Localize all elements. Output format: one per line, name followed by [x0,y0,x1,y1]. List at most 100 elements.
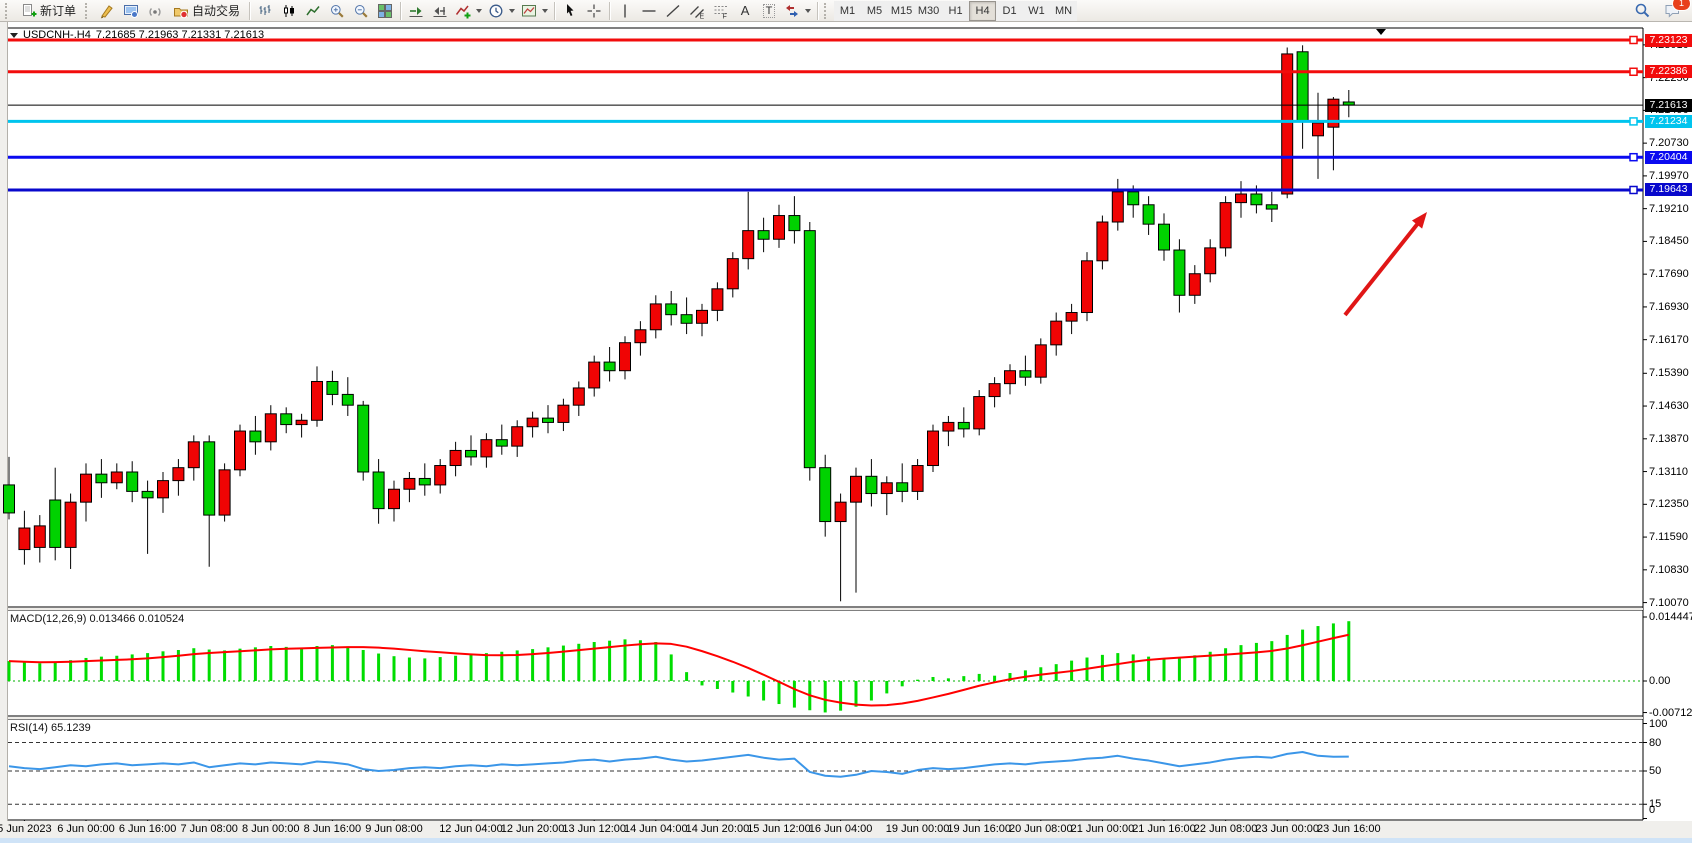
chart-shift-icon [432,3,448,19]
autotrading-button[interactable]: 自动交易 [167,1,246,21]
crosshair-icon [586,3,602,19]
autotrading-label: 自动交易 [192,4,241,18]
zoom-in-button[interactable] [325,1,349,21]
toolbar-separator [400,1,402,20]
timeframe-button-W1[interactable]: W1 [1023,0,1051,21]
timeframe-button-M5[interactable]: M5 [861,0,889,21]
candle-body [1219,202,1232,249]
candle-body [1158,223,1170,251]
candle-body [49,499,62,548]
candle-body [1235,193,1247,204]
candle-body [480,439,493,458]
candlestick-mode-button[interactable] [277,1,301,21]
rsi-label: RSI(14) 65.1239 [10,722,91,734]
chart-shift-button[interactable] [428,1,452,21]
label-tool-icon: T [762,3,776,18]
candle-body [141,490,154,499]
candle-body [64,501,77,548]
panel-separator [8,717,1643,719]
periods-button[interactable] [485,1,518,21]
timeframe-button-MN[interactable]: MN [1050,0,1078,21]
zoom-in-icon [329,3,345,19]
bar-chart-mode-button[interactable] [253,1,277,21]
new-order-button[interactable]: 新订单 [15,1,82,21]
trendline-icon [665,3,681,19]
terminal-button[interactable] [119,1,143,21]
toolbar-separator [554,1,556,20]
candle-body [418,477,431,486]
candle-body [619,342,631,372]
candle-body [3,484,15,514]
timeframe-button-H1[interactable]: H1 [942,0,970,21]
search-button[interactable] [1630,1,1654,21]
candle-body [834,501,847,523]
zoom-out-icon [353,3,369,19]
window-frame [0,22,8,843]
panel-separator [8,608,1643,610]
signals-button[interactable] [143,1,167,21]
candle-body [1204,247,1217,275]
auto-scroll-icon [408,3,424,19]
toolbar-drag-handle[interactable] [824,2,831,19]
toolbar-drag-handle[interactable] [5,2,12,19]
candle-body [80,473,92,503]
candle-body [218,469,231,516]
label-tool-button[interactable]: T [757,1,781,21]
zoom-out-button[interactable] [349,1,373,21]
arrow-annotation [1343,220,1422,317]
candle-body [449,449,462,467]
candle-body [1188,273,1201,296]
candle-body [511,426,524,447]
auto-scroll-button[interactable] [404,1,428,21]
timeframe-button-M30[interactable]: M30 [915,0,943,21]
templates-button[interactable] [518,1,551,21]
candle-body [696,309,708,324]
horizontal-line-tool-button[interactable] [637,1,661,21]
candle-body [896,482,909,492]
svg-text:F: F [723,13,727,19]
candlestick-icon [281,3,297,19]
timeframe-button-M15[interactable]: M15 [888,0,916,21]
candle-body [126,471,139,492]
line-handle-marker [1629,117,1638,126]
trendline-tool-button[interactable] [661,1,685,21]
vertical-line-tool-button[interactable] [613,1,637,21]
candle-body [1265,204,1278,210]
candle-body [264,413,277,443]
styler-button[interactable] [95,1,119,21]
candle-body [280,413,293,426]
candle-body [803,230,816,469]
tile-windows-button[interactable] [373,1,397,21]
clock-icon [488,3,504,19]
candle-body [788,215,801,232]
candle-body [1111,191,1124,223]
text-tool-button[interactable]: A [733,1,757,21]
candle-body [649,303,662,331]
timeframe-button-M1[interactable]: M1 [834,0,862,21]
horizontal-line-icon [641,3,657,19]
channel-tool-button[interactable]: E [685,1,709,21]
candle-body [465,449,477,458]
cursor-tool-button[interactable] [558,1,582,21]
indicators-button[interactable] [452,1,485,21]
ohlc-toggle-icon[interactable] [10,32,18,38]
crosshair-tool-button[interactable] [582,1,606,21]
new-order-icon [21,3,37,19]
line-handle-marker [1629,67,1638,77]
toolbar-drag-handle[interactable] [85,2,92,19]
timeframe-button-D1[interactable]: D1 [996,0,1024,21]
candle-body [742,230,755,260]
timeframe-button-H4[interactable]: H4 [969,0,997,21]
tile-windows-icon [377,3,393,19]
candle-body [1127,191,1140,206]
candle-body [1096,221,1109,262]
dropdown-caret-icon [476,8,483,13]
notification-badge[interactable]: 1 [1672,0,1691,11]
fibonacci-tool-button[interactable]: F [709,1,733,21]
arrows-tool-button[interactable] [781,1,814,21]
candle-body [588,361,601,389]
terminal-icon [123,3,139,19]
line-chart-mode-button[interactable] [301,1,325,21]
candle-body [1034,344,1047,378]
